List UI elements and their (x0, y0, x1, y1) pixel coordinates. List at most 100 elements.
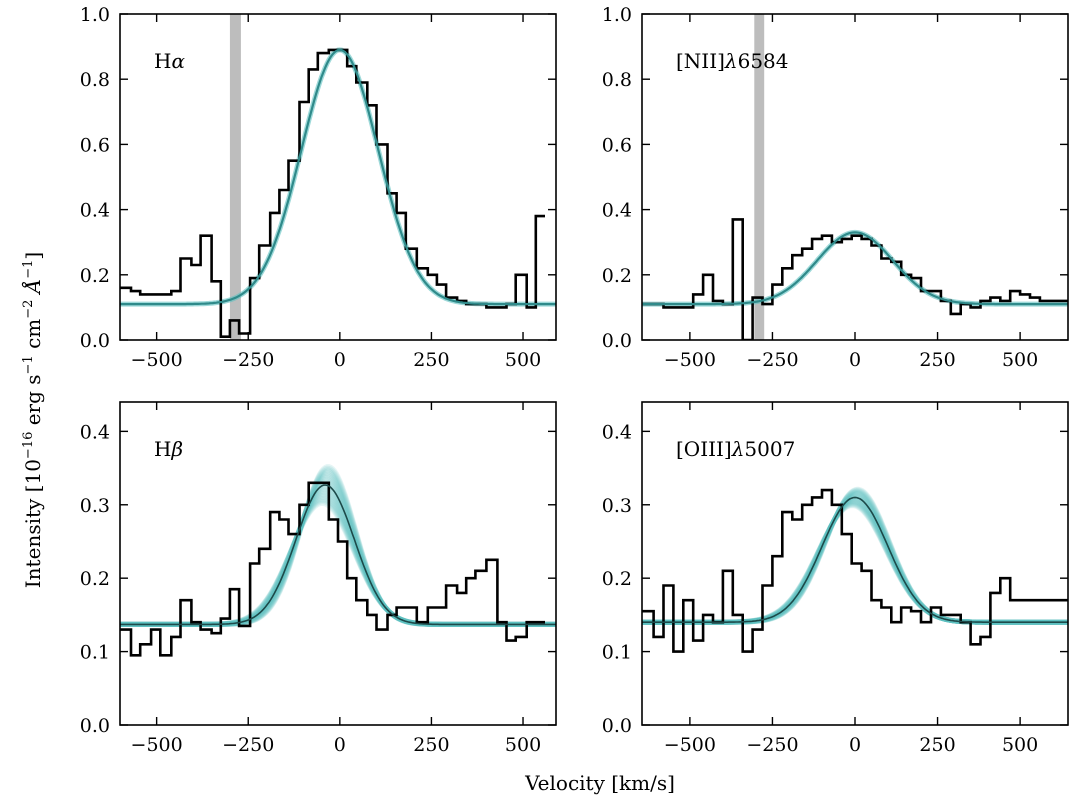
model-sample-curve (642, 496, 1068, 625)
x-tick-label: 500 (1002, 734, 1038, 756)
plot-area (120, 464, 556, 657)
x-tick-label: 250 (919, 349, 955, 371)
model-sample-curve (642, 490, 1068, 625)
y-tick-label: 0.2 (602, 265, 632, 287)
x-tick-label: 250 (919, 734, 955, 756)
y-tick-label: 0.3 (602, 495, 632, 517)
y-label-exp4: −1 (21, 260, 36, 279)
line-label-suffix: 5007 (744, 437, 795, 461)
y-tick-label: 0.0 (602, 330, 632, 352)
line-label-greek: λ (724, 49, 738, 73)
y-axis-label: Intensity [10−16 erg s−1 cm−2 Å−1] (20, 252, 45, 588)
plot-area (120, 14, 556, 340)
x-tick-label: 0 (849, 734, 861, 756)
x-tick-label: −500 (131, 349, 183, 371)
masked-region-band (229, 14, 241, 340)
model-uncertainty-band (642, 229, 1068, 307)
x-tick-label: 250 (413, 349, 449, 371)
x-tick-label: 500 (505, 734, 541, 756)
model-sample-curve (120, 496, 556, 627)
y-tick-label: 0.8 (80, 69, 110, 91)
model-sample-curve (642, 491, 1068, 625)
observed-spectrum-step (120, 48, 545, 338)
axes-frame (119, 13, 557, 341)
observed-spectrum-step (642, 488, 1068, 653)
model-sample-curve (642, 487, 1068, 625)
model-sample-curve (642, 498, 1068, 625)
model-sample-curve (642, 495, 1068, 625)
best-fit-model-curve (642, 231, 1068, 306)
panels-group: −500 −250 0 250 5000.00.20.40.60.81.0Hα−500−… (80, 4, 1069, 756)
line-label-greek: λ (731, 437, 745, 461)
y-tick-label: 0.2 (80, 265, 110, 287)
y-tick-label: 0.6 (602, 134, 632, 156)
observed-spectrum-step (642, 218, 1068, 340)
y-label-exp1: −16 (21, 432, 36, 459)
y-tick-label: 0.8 (602, 69, 632, 91)
x-axis-label: Velocity [km/s] (524, 771, 675, 795)
panel-top-right: −500 −250 0 250 500 0.0 0.2 0.4 0.6 0.8 1.0 [NII]λ6… (602, 4, 1069, 371)
plot-area (642, 14, 1068, 340)
x-tick-label: −500 (664, 734, 716, 756)
x-tick-label: 500 (1002, 349, 1038, 371)
y-tick-label: 0.1 (602, 642, 632, 664)
line-label-main: [OIII] (676, 437, 732, 461)
y-label-part3: cm (21, 319, 45, 356)
y-label-part2: erg s (21, 374, 45, 431)
axes-frame (119, 401, 557, 726)
model-sample-curve (642, 490, 1068, 625)
x-tick-label: 250 (413, 734, 449, 756)
x-tick-label: 500 (505, 349, 541, 371)
x-tick-label: −500 (664, 349, 716, 371)
model-sample-curve (642, 489, 1068, 625)
plot-area (642, 486, 1068, 653)
model-sample-curve (642, 486, 1068, 625)
panel-bottom-right: −500 −250 0 250 500 0.0 0.1 0.2 0.3 0.4 [OIII]λ500… (602, 401, 1069, 756)
line-label-greek: α (171, 49, 185, 73)
y-label-part5: ] (21, 252, 45, 260)
y-tick-label: 1.0 (602, 4, 632, 26)
x-tick-label: 0 (849, 349, 861, 371)
model-sample-curve (642, 488, 1068, 625)
model-sample-curve (642, 488, 1068, 625)
line-label-greek: β (170, 437, 183, 461)
line-label-main: H (154, 437, 171, 461)
y-tick-label: 0.3 (80, 495, 110, 517)
panel-bottom-left: −500 −250 0 250 500 0.0 0.1 0.2 0.3 0.4 Hβ (80, 401, 557, 756)
y-label-part4: Å (20, 279, 45, 300)
line-label-main: [NII] (676, 49, 725, 73)
y-label-part1: Intensity [10 (21, 459, 45, 588)
y-label-exp3: −2 (21, 300, 36, 319)
x-tick-label: −250 (746, 349, 798, 371)
panel-line-label: Hβ (154, 437, 183, 461)
model-uncertainty-band (120, 47, 556, 307)
line-label-main: H (154, 49, 171, 73)
y-tick-label: 0.2 (602, 568, 632, 590)
model-sample-curve (642, 493, 1068, 625)
model-sample-curve (642, 497, 1068, 625)
y-tick-label: 0.0 (602, 715, 632, 737)
panel-line-label: Hα (154, 49, 185, 73)
panel-top-left: −500 −250 0 250 500 0.0 0.2 0.4 0.6 0.8 1.0 Hα (80, 4, 557, 371)
y-tick-label: 0.4 (602, 200, 632, 222)
y-tick-label: 0.0 (80, 715, 110, 737)
panel-line-label: [OIII]λ5007 (676, 437, 795, 461)
y-tick-label: 0.4 (80, 421, 110, 443)
y-tick-label: 0.6 (80, 134, 110, 156)
y-tick-label: 0.2 (80, 568, 110, 590)
x-tick-label: 0 (334, 734, 346, 756)
y-tick-label: 0.4 (602, 421, 632, 443)
x-tick-label: −250 (222, 349, 274, 371)
y-label-exp2: −1 (21, 355, 36, 374)
masked-region-band (754, 14, 765, 340)
best-fit-model-curve (120, 48, 556, 306)
x-tick-label: −500 (131, 734, 183, 756)
model-sample-curve (642, 498, 1068, 625)
y-tick-label: 0.4 (80, 200, 110, 222)
best-fit-model-curve (120, 484, 556, 626)
observed-spectrum-step (120, 481, 545, 657)
model-sample-curve (642, 494, 1068, 625)
y-tick-label: 0.0 (80, 330, 110, 352)
panel-line-label: [NII]λ6584 (676, 49, 789, 73)
